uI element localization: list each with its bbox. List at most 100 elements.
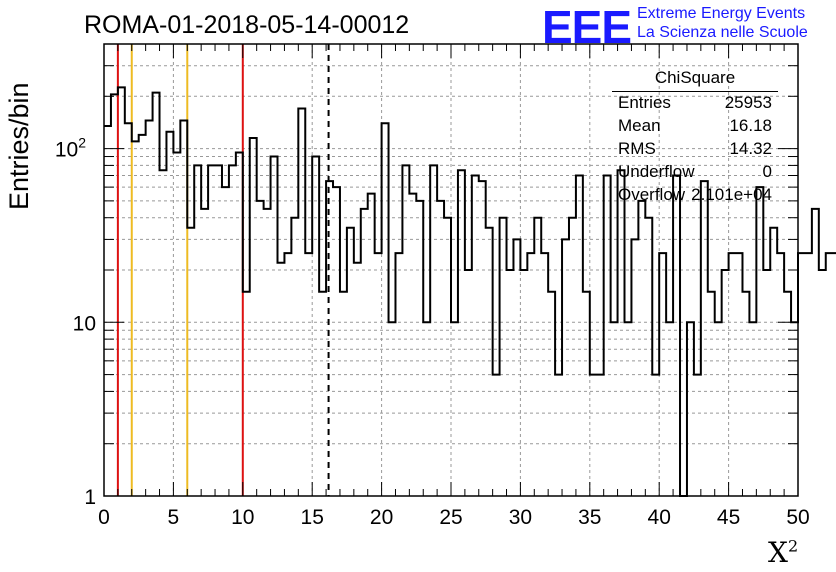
histogram-bin bbox=[257, 201, 264, 496]
histogram-bin bbox=[361, 209, 368, 496]
histogram-bin bbox=[423, 322, 430, 496]
logo-line-2: La Scienza nelle Scuole bbox=[637, 24, 808, 41]
histogram-bin bbox=[604, 175, 611, 496]
histogram-bin bbox=[534, 218, 541, 496]
histogram-bin bbox=[791, 322, 798, 496]
histogram-bin bbox=[507, 270, 514, 496]
x-axis-label-sup: 2 bbox=[787, 536, 799, 556]
x-tick-label: 15 bbox=[301, 506, 324, 529]
histogram-bin bbox=[111, 94, 118, 496]
stats-value: 25953 bbox=[724, 93, 772, 112]
stats-title: ChiSquare bbox=[654, 68, 736, 87]
chart-title: ROMA-01-2018-05-14-00012 bbox=[84, 11, 410, 39]
axes bbox=[103, 43, 799, 497]
x-tick-label: 5 bbox=[168, 506, 180, 529]
stats-value: 16.18 bbox=[729, 116, 772, 135]
histogram-bin bbox=[298, 109, 305, 496]
histogram-bin bbox=[715, 322, 722, 496]
stats-key: Entries bbox=[618, 93, 671, 112]
x-tick-label: 35 bbox=[578, 506, 601, 529]
histogram-bin bbox=[222, 187, 229, 496]
stats-value: 2.101e+04 bbox=[691, 185, 772, 204]
histogram-bin bbox=[694, 375, 701, 496]
histogram-bin bbox=[160, 170, 167, 496]
y-axis-label: Entries/bin bbox=[4, 82, 34, 210]
histogram-bin bbox=[291, 218, 298, 496]
histogram-bin bbox=[312, 157, 319, 496]
y-axis-label-container: Entries/bin bbox=[4, 82, 44, 210]
histogram-bin bbox=[631, 239, 638, 496]
histogram-bin bbox=[722, 270, 729, 496]
stats-key: Overflow bbox=[618, 185, 686, 204]
histogram-bin bbox=[326, 181, 333, 496]
stats-key: RMS bbox=[618, 139, 656, 158]
x-tick-label: 30 bbox=[509, 506, 532, 529]
histogram-bin bbox=[625, 322, 632, 496]
histogram-bin bbox=[187, 228, 194, 496]
histogram-bin bbox=[618, 170, 625, 496]
histogram-bin bbox=[701, 181, 708, 496]
y-tick-label: 10 bbox=[73, 312, 96, 335]
stats-row-rms: RMS 14.32 bbox=[618, 139, 772, 161]
stats-row-underflow: Underflow 0 bbox=[618, 162, 772, 184]
histogram-bin bbox=[638, 201, 645, 496]
histogram-bin bbox=[520, 270, 527, 496]
histogram-bin bbox=[472, 175, 479, 496]
histogram-bin bbox=[451, 322, 458, 496]
x-tick-label: 10 bbox=[231, 506, 254, 529]
histogram-bin bbox=[500, 218, 507, 496]
histogram-bin bbox=[479, 181, 486, 496]
stats-title-underline bbox=[612, 91, 778, 92]
histogram-bin bbox=[437, 201, 444, 496]
histogram-bin bbox=[652, 375, 659, 496]
histogram-bin bbox=[444, 218, 451, 496]
stats-value: 14.32 bbox=[729, 139, 772, 158]
histogram-bin bbox=[465, 270, 472, 496]
histogram-bin bbox=[749, 322, 756, 496]
histogram-bin bbox=[173, 152, 180, 496]
histogram-bin bbox=[166, 132, 173, 496]
histogram-bin bbox=[562, 239, 569, 496]
histogram-bin bbox=[333, 187, 340, 496]
histogram-bin bbox=[180, 121, 187, 496]
x-axis-label-base: X bbox=[768, 536, 788, 569]
stats-row-entries: Entries 25953 bbox=[618, 93, 772, 115]
histogram-bin bbox=[756, 187, 763, 496]
histogram-bin bbox=[146, 121, 153, 496]
histogram-bin bbox=[125, 123, 132, 496]
histogram-bin bbox=[576, 175, 583, 496]
histogram-bin bbox=[597, 375, 604, 496]
histogram-bin bbox=[569, 218, 576, 496]
histogram-bin bbox=[493, 375, 500, 496]
stats-box: ChiSquare Entries 25953 Mean 16.18 RMS 1… bbox=[612, 64, 778, 214]
histogram-bin bbox=[486, 228, 493, 496]
histogram-bin bbox=[673, 175, 680, 496]
histogram-bin bbox=[555, 375, 562, 496]
histogram-bin bbox=[770, 228, 777, 496]
x-tick-label: 50 bbox=[786, 506, 809, 529]
histogram-bin bbox=[201, 209, 208, 496]
histogram-bin bbox=[805, 253, 812, 496]
x-tick-label: 40 bbox=[648, 506, 671, 529]
histogram-bin bbox=[139, 135, 146, 496]
histogram-bin bbox=[416, 201, 423, 496]
logo-line-1: Extreme Energy Events bbox=[637, 5, 806, 22]
histogram-bin bbox=[666, 322, 673, 496]
histogram-bin bbox=[458, 170, 465, 496]
histogram-bin bbox=[271, 157, 278, 496]
histogram-bin bbox=[687, 322, 694, 496]
histogram-bin bbox=[250, 138, 257, 496]
x-axis-label: X2 bbox=[768, 536, 798, 569]
y-tick-label: 102 bbox=[55, 135, 86, 162]
stats-key: Mean bbox=[618, 116, 661, 135]
stats-key: Underflow bbox=[618, 162, 695, 181]
x-tick-label: 25 bbox=[439, 506, 462, 529]
histogram-bin bbox=[382, 123, 389, 496]
histogram-bin bbox=[347, 228, 354, 496]
histogram-bin bbox=[513, 239, 520, 496]
histogram-bin bbox=[645, 218, 652, 496]
histogram bbox=[104, 86, 836, 497]
histogram-bin bbox=[798, 253, 805, 496]
eee-logo: EEE bbox=[542, 1, 632, 53]
